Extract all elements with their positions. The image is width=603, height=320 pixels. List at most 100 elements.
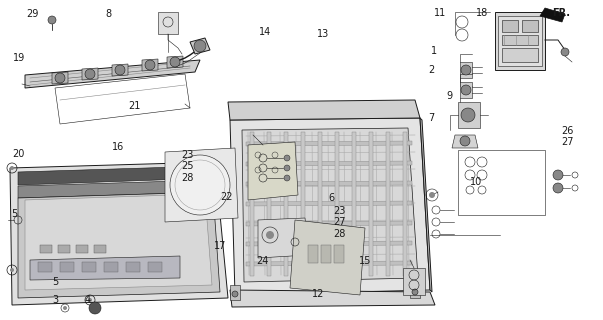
Polygon shape (18, 166, 213, 185)
Polygon shape (10, 162, 228, 305)
Polygon shape (230, 118, 430, 295)
Polygon shape (458, 102, 480, 128)
Text: 13: 13 (317, 28, 329, 39)
Polygon shape (230, 290, 435, 307)
Polygon shape (352, 132, 356, 276)
Circle shape (429, 192, 435, 198)
Polygon shape (25, 194, 212, 290)
Bar (321, 245, 331, 263)
Text: 6: 6 (329, 193, 335, 204)
Circle shape (170, 57, 180, 67)
Circle shape (553, 183, 563, 193)
Text: FR.: FR. (552, 8, 570, 18)
Bar (148, 262, 162, 272)
Text: 9: 9 (446, 91, 452, 101)
Circle shape (284, 165, 290, 171)
Text: 23: 23 (181, 150, 194, 160)
Text: 23: 23 (333, 206, 346, 216)
Polygon shape (452, 135, 478, 148)
Polygon shape (165, 148, 238, 222)
Bar (158, 12, 178, 34)
Circle shape (48, 16, 56, 24)
Bar (40, 245, 52, 253)
Text: 2: 2 (428, 65, 434, 76)
Polygon shape (403, 132, 407, 276)
Circle shape (284, 155, 290, 161)
Polygon shape (25, 60, 200, 88)
Text: 10: 10 (470, 177, 482, 188)
Polygon shape (246, 181, 412, 186)
Circle shape (170, 155, 230, 215)
Polygon shape (248, 142, 298, 200)
Text: 4: 4 (84, 295, 90, 305)
Text: 22: 22 (220, 192, 233, 202)
Bar (308, 245, 318, 263)
Bar (104, 262, 118, 272)
Text: 26: 26 (561, 126, 573, 136)
Polygon shape (52, 72, 68, 84)
Polygon shape (540, 8, 565, 22)
Polygon shape (498, 16, 542, 66)
Circle shape (461, 108, 475, 122)
Text: 29: 29 (26, 9, 39, 20)
Circle shape (232, 291, 238, 297)
Bar (38, 262, 52, 272)
Circle shape (561, 48, 569, 56)
Polygon shape (410, 283, 420, 298)
Circle shape (10, 268, 14, 272)
Bar (502, 48, 538, 62)
Text: 3: 3 (52, 295, 58, 305)
Circle shape (10, 166, 14, 170)
Polygon shape (318, 132, 322, 276)
Polygon shape (250, 132, 254, 276)
Text: 16: 16 (112, 142, 124, 152)
Polygon shape (30, 256, 180, 280)
Text: 27: 27 (333, 217, 346, 228)
Text: 15: 15 (359, 256, 371, 266)
Circle shape (460, 136, 470, 146)
Text: 28: 28 (181, 172, 194, 183)
Polygon shape (403, 268, 425, 295)
Circle shape (85, 69, 95, 79)
Text: 28: 28 (333, 228, 346, 239)
Polygon shape (242, 128, 418, 282)
Text: 27: 27 (561, 137, 573, 148)
Polygon shape (258, 218, 308, 258)
Polygon shape (18, 180, 214, 198)
Text: 14: 14 (259, 27, 271, 37)
Text: 21: 21 (128, 100, 141, 111)
Polygon shape (230, 285, 240, 300)
Text: 12: 12 (312, 289, 325, 300)
Text: 25: 25 (181, 161, 194, 172)
Text: 17: 17 (214, 241, 227, 252)
Bar (126, 262, 140, 272)
Polygon shape (55, 74, 190, 124)
Polygon shape (495, 12, 545, 70)
Circle shape (553, 170, 563, 180)
Polygon shape (246, 241, 412, 246)
Polygon shape (246, 161, 412, 166)
Circle shape (88, 298, 92, 302)
Polygon shape (290, 220, 365, 295)
Polygon shape (460, 62, 472, 78)
Bar (334, 245, 344, 263)
Bar (82, 262, 96, 272)
Bar (502, 20, 518, 32)
Polygon shape (335, 132, 339, 276)
Bar (58, 245, 70, 253)
Bar (522, 20, 538, 32)
Text: 5: 5 (52, 276, 58, 287)
Text: 5: 5 (11, 209, 17, 220)
Text: 18: 18 (476, 8, 488, 18)
Polygon shape (112, 64, 128, 76)
Circle shape (461, 85, 471, 95)
Polygon shape (246, 221, 412, 226)
Polygon shape (386, 132, 390, 276)
Polygon shape (167, 56, 183, 68)
Polygon shape (301, 132, 305, 276)
Circle shape (461, 65, 471, 75)
Text: 20: 20 (12, 148, 25, 159)
Text: 11: 11 (434, 8, 446, 18)
Bar (60, 262, 74, 272)
Polygon shape (142, 59, 158, 71)
